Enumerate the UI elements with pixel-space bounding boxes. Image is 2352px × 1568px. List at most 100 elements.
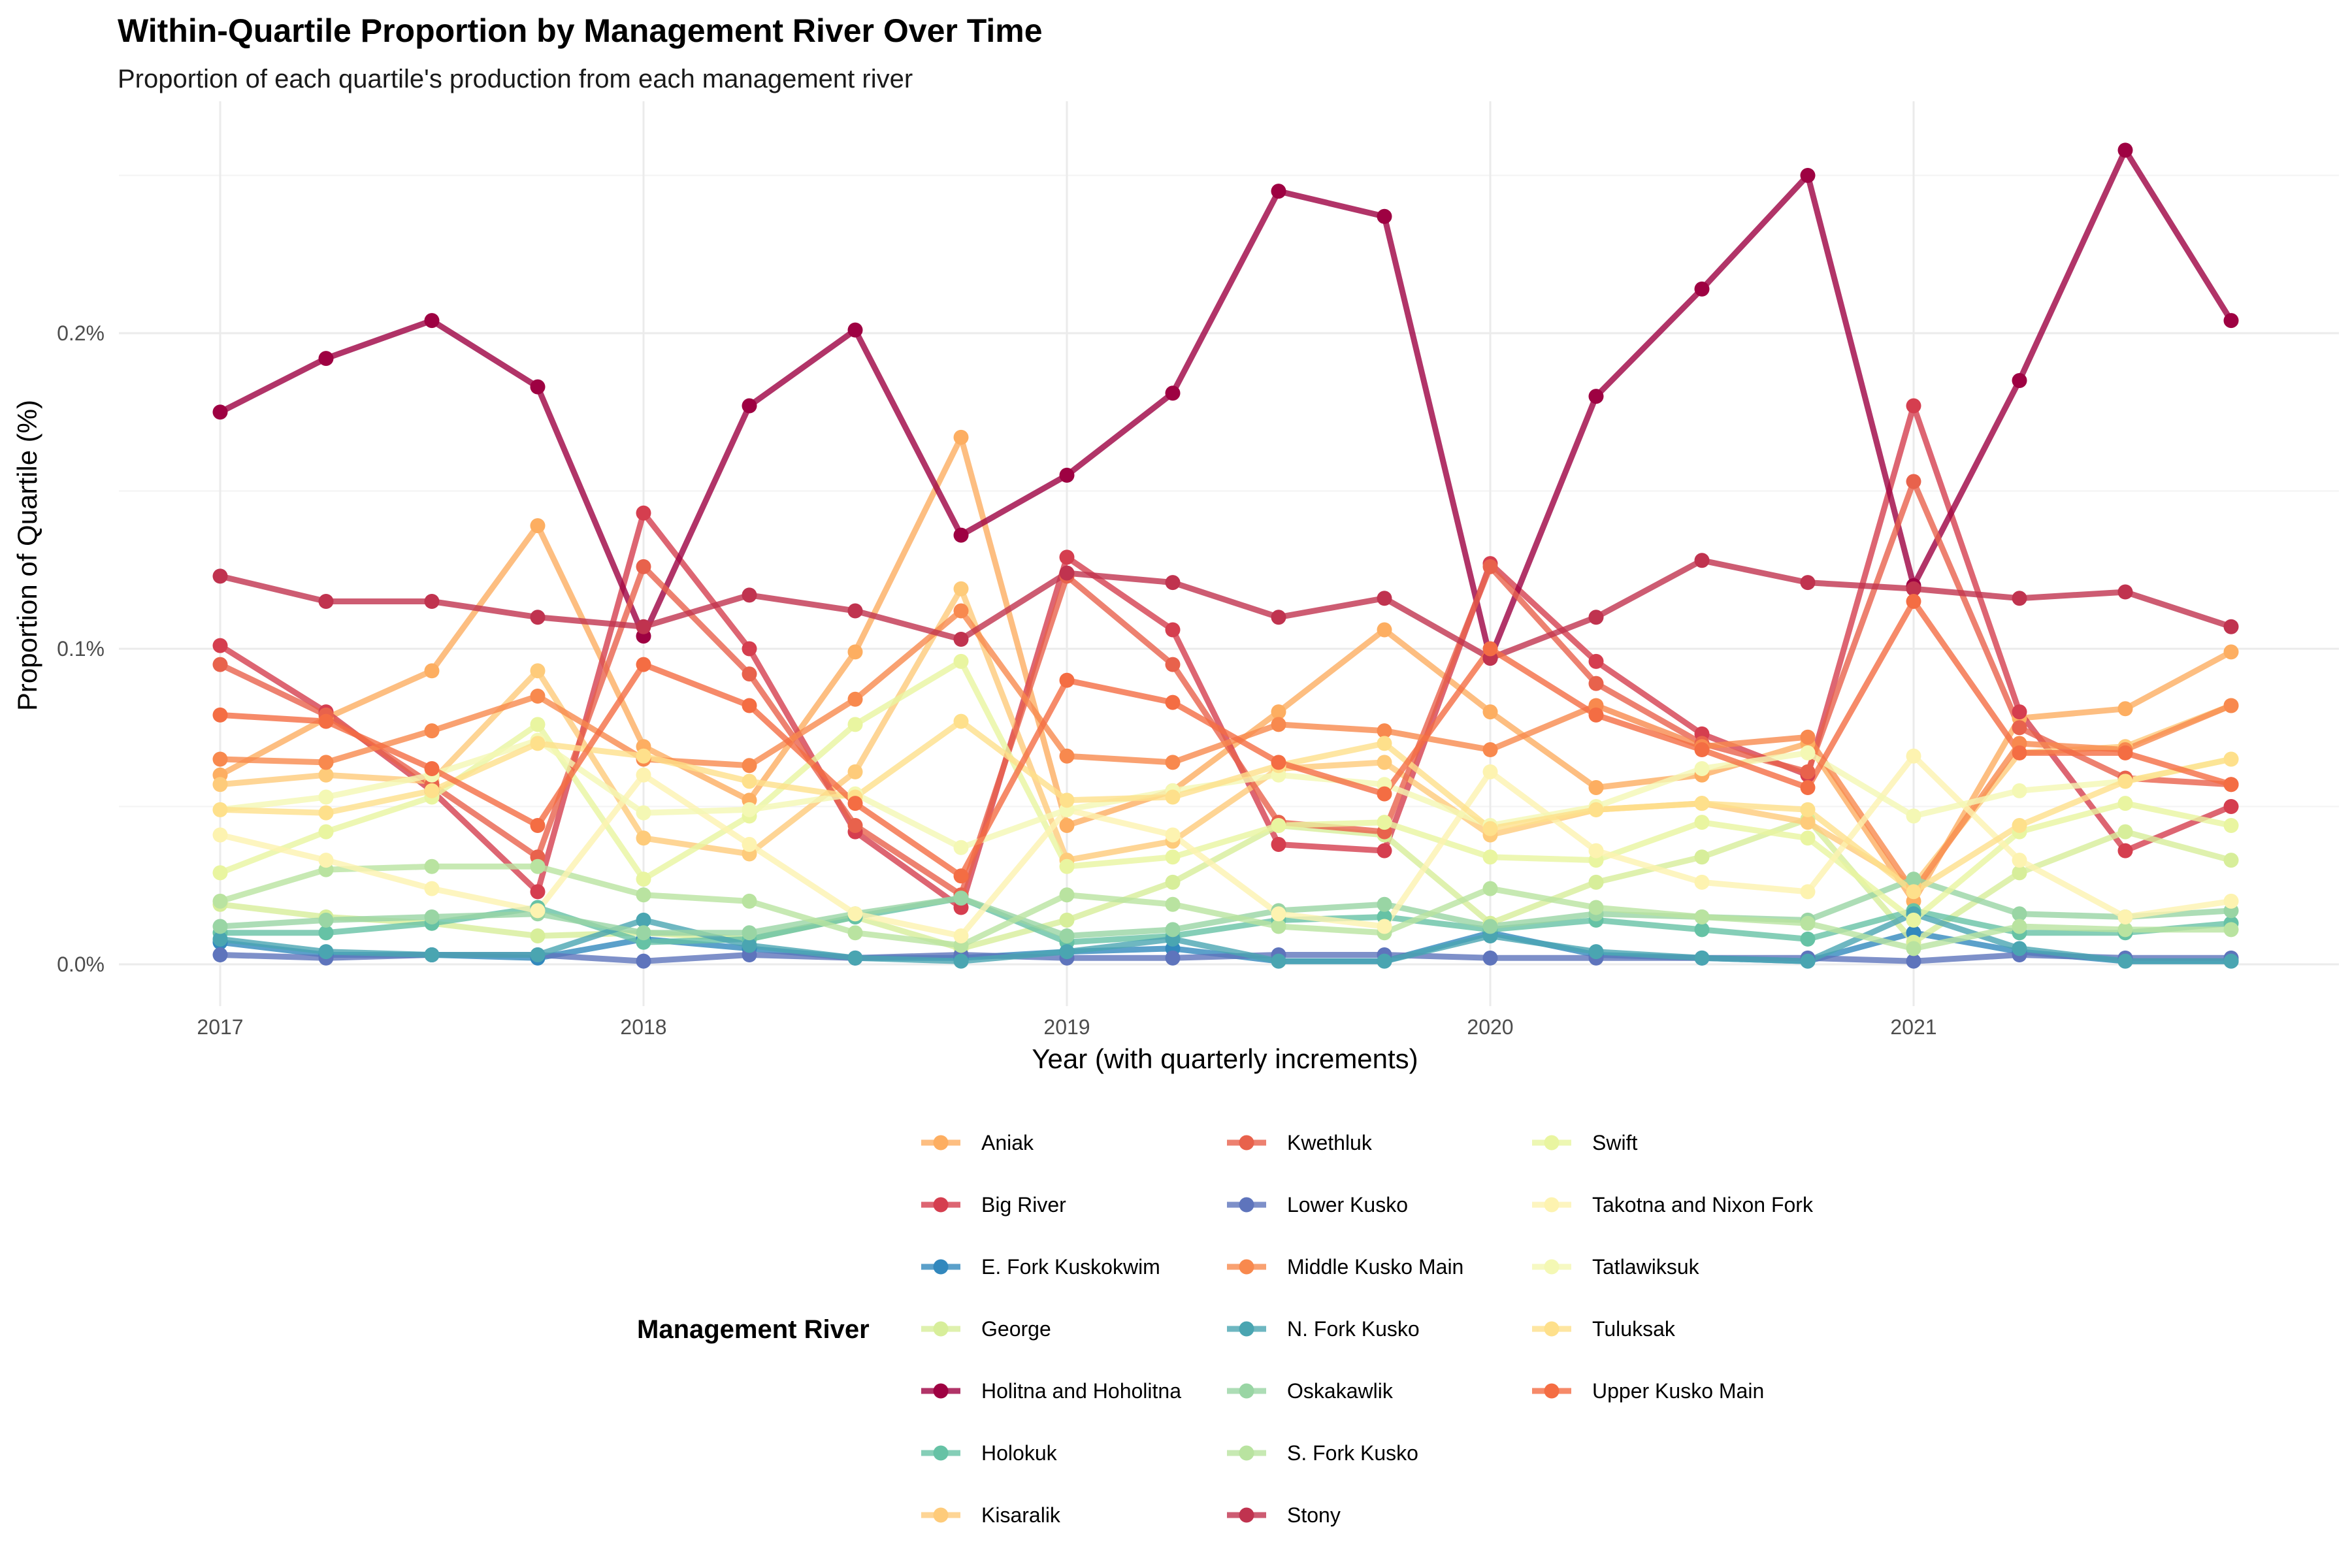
legend-item-big-river: Big River <box>921 1193 1066 1217</box>
data-point-holitna-and-hoholitna <box>742 398 757 414</box>
data-point-tatlawiksuk <box>742 802 757 817</box>
legend-label: Stony <box>1287 1503 1341 1527</box>
legend-item-e-fork-kuskokwim: E. Fork Kuskokwim <box>921 1255 1160 1279</box>
data-point-holitna-and-hoholitna <box>1165 385 1181 401</box>
data-point-stony <box>2223 619 2239 634</box>
data-point-stony <box>847 603 863 619</box>
data-point-aniak <box>424 663 440 679</box>
data-point-tuluksak <box>636 748 651 764</box>
data-point-upper-kusko-main <box>1906 594 1921 610</box>
data-point-swift <box>1059 858 1075 874</box>
data-point-george <box>1165 874 1181 890</box>
data-point-kisaralik <box>1377 755 1392 770</box>
data-point-tuluksak <box>1694 796 1710 811</box>
data-point-n-fork-kusko <box>318 944 334 960</box>
data-point-s-fork-kusko <box>530 858 546 874</box>
series-line-holokuk <box>217 895 2234 945</box>
data-point-middle-kusko-main <box>742 758 757 774</box>
data-point-aniak <box>2223 644 2239 660</box>
data-point-oskakawlik <box>953 890 969 906</box>
data-point-holitna-and-hoholitna <box>1377 208 1392 224</box>
data-point-big-river <box>1271 836 1286 852</box>
data-point-george <box>1588 874 1604 890</box>
data-point-tuluksak <box>530 736 546 751</box>
data-point-aniak <box>1588 780 1604 796</box>
data-point-n-fork-kusko <box>424 947 440 963</box>
legend-key-dot <box>933 1135 949 1151</box>
data-point-oskakawlik <box>1906 872 1921 887</box>
chart-subtitle: Proportion of each quartile's production… <box>118 65 913 93</box>
series-line-n-fork-kusko <box>217 911 2234 964</box>
data-point-aniak <box>1271 704 1286 720</box>
legend-label: Holitna and Hoholitna <box>981 1379 1181 1403</box>
data-point-holitna-and-hoholitna <box>1800 168 1816 183</box>
y-tick-label: 0.0% <box>57 953 105 976</box>
data-point-oskakawlik <box>1377 896 1392 912</box>
data-point-george <box>2117 824 2133 840</box>
series-line-lower-kusko <box>217 952 2234 964</box>
data-point-upper-kusko-main <box>742 698 757 713</box>
data-point-takotna-and-nixon-fork <box>424 881 440 896</box>
data-point-tatlawiksuk <box>1800 745 1816 760</box>
data-point-stony <box>1377 591 1392 606</box>
data-point-n-fork-kusko <box>1694 950 1710 966</box>
data-point-big-river <box>1377 843 1392 858</box>
legend-key-dot <box>1239 1445 1254 1461</box>
legend-label: George <box>981 1317 1051 1341</box>
legend-key-dot <box>1239 1197 1254 1213</box>
data-point-big-river <box>2223 799 2239 814</box>
data-point-lower-kusko <box>1906 953 1921 969</box>
data-point-kwethluk <box>1588 676 1604 691</box>
data-point-n-fork-kusko <box>2223 953 2239 969</box>
data-point-big-river <box>742 641 757 657</box>
legend-item-takotna-and-nixon-fork: Takotna and Nixon Fork <box>1532 1193 1814 1217</box>
data-point-aniak <box>2117 701 2133 717</box>
x-tick-label: 2020 <box>1467 1015 1513 1039</box>
data-point-tuluksak <box>1906 884 1921 900</box>
data-point-upper-kusko-main <box>953 868 969 884</box>
legend-item-lower-kusko: Lower Kusko <box>1227 1193 1408 1217</box>
data-point-n-fork-kusko <box>636 912 651 928</box>
data-point-tuluksak <box>1588 802 1604 817</box>
data-point-upper-kusko-main <box>1482 641 1498 657</box>
legend-key-dot <box>933 1507 949 1523</box>
data-point-tuluksak <box>424 783 440 798</box>
data-point-upper-kusko-main <box>2012 745 2027 760</box>
data-point-kisaralik <box>636 830 651 846</box>
data-point-stony <box>530 610 546 625</box>
data-point-tuluksak <box>953 713 969 729</box>
data-point-big-river <box>636 505 651 521</box>
data-point-s-fork-kusko <box>1271 919 1286 934</box>
data-point-aniak <box>847 644 863 660</box>
data-point-s-fork-kusko <box>2012 919 2027 934</box>
legend-item-aniak: Aniak <box>921 1131 1034 1154</box>
data-point-tatlawiksuk <box>1906 808 1921 824</box>
data-point-holitna-and-hoholitna <box>2223 313 2239 329</box>
series-points <box>212 142 2239 969</box>
data-point-n-fork-kusko <box>1588 944 1604 960</box>
data-point-big-river <box>1588 653 1604 669</box>
data-point-tuluksak <box>2223 751 2239 767</box>
legend-label: E. Fork Kuskokwim <box>981 1255 1160 1279</box>
data-point-middle-kusko-main <box>1165 755 1181 770</box>
x-axis-title: Year (with quarterly increments) <box>1032 1043 1418 1074</box>
data-point-big-river <box>2012 704 2027 720</box>
data-point-upper-kusko-main <box>847 796 863 811</box>
data-point-takotna-and-nixon-fork <box>1694 874 1710 890</box>
data-point-tuluksak <box>1482 821 1498 836</box>
data-point-george <box>530 928 546 944</box>
data-point-stony <box>318 594 334 610</box>
data-point-upper-kusko-main <box>636 657 651 672</box>
legend-label: Middle Kusko Main <box>1287 1255 1463 1279</box>
data-point-aniak <box>1377 622 1392 638</box>
data-point-s-fork-kusko <box>847 925 863 941</box>
data-point-swift <box>1906 912 1921 928</box>
legend-item-upper-kusko-main: Upper Kusko Main <box>1532 1379 1764 1403</box>
data-point-kisaralik <box>212 777 228 792</box>
data-point-lower-kusko <box>1482 950 1498 966</box>
data-point-stony <box>1694 553 1710 568</box>
data-point-middle-kusko-main <box>953 603 969 619</box>
data-point-s-fork-kusko <box>2223 922 2239 938</box>
legend-key-dot <box>1239 1383 1254 1399</box>
